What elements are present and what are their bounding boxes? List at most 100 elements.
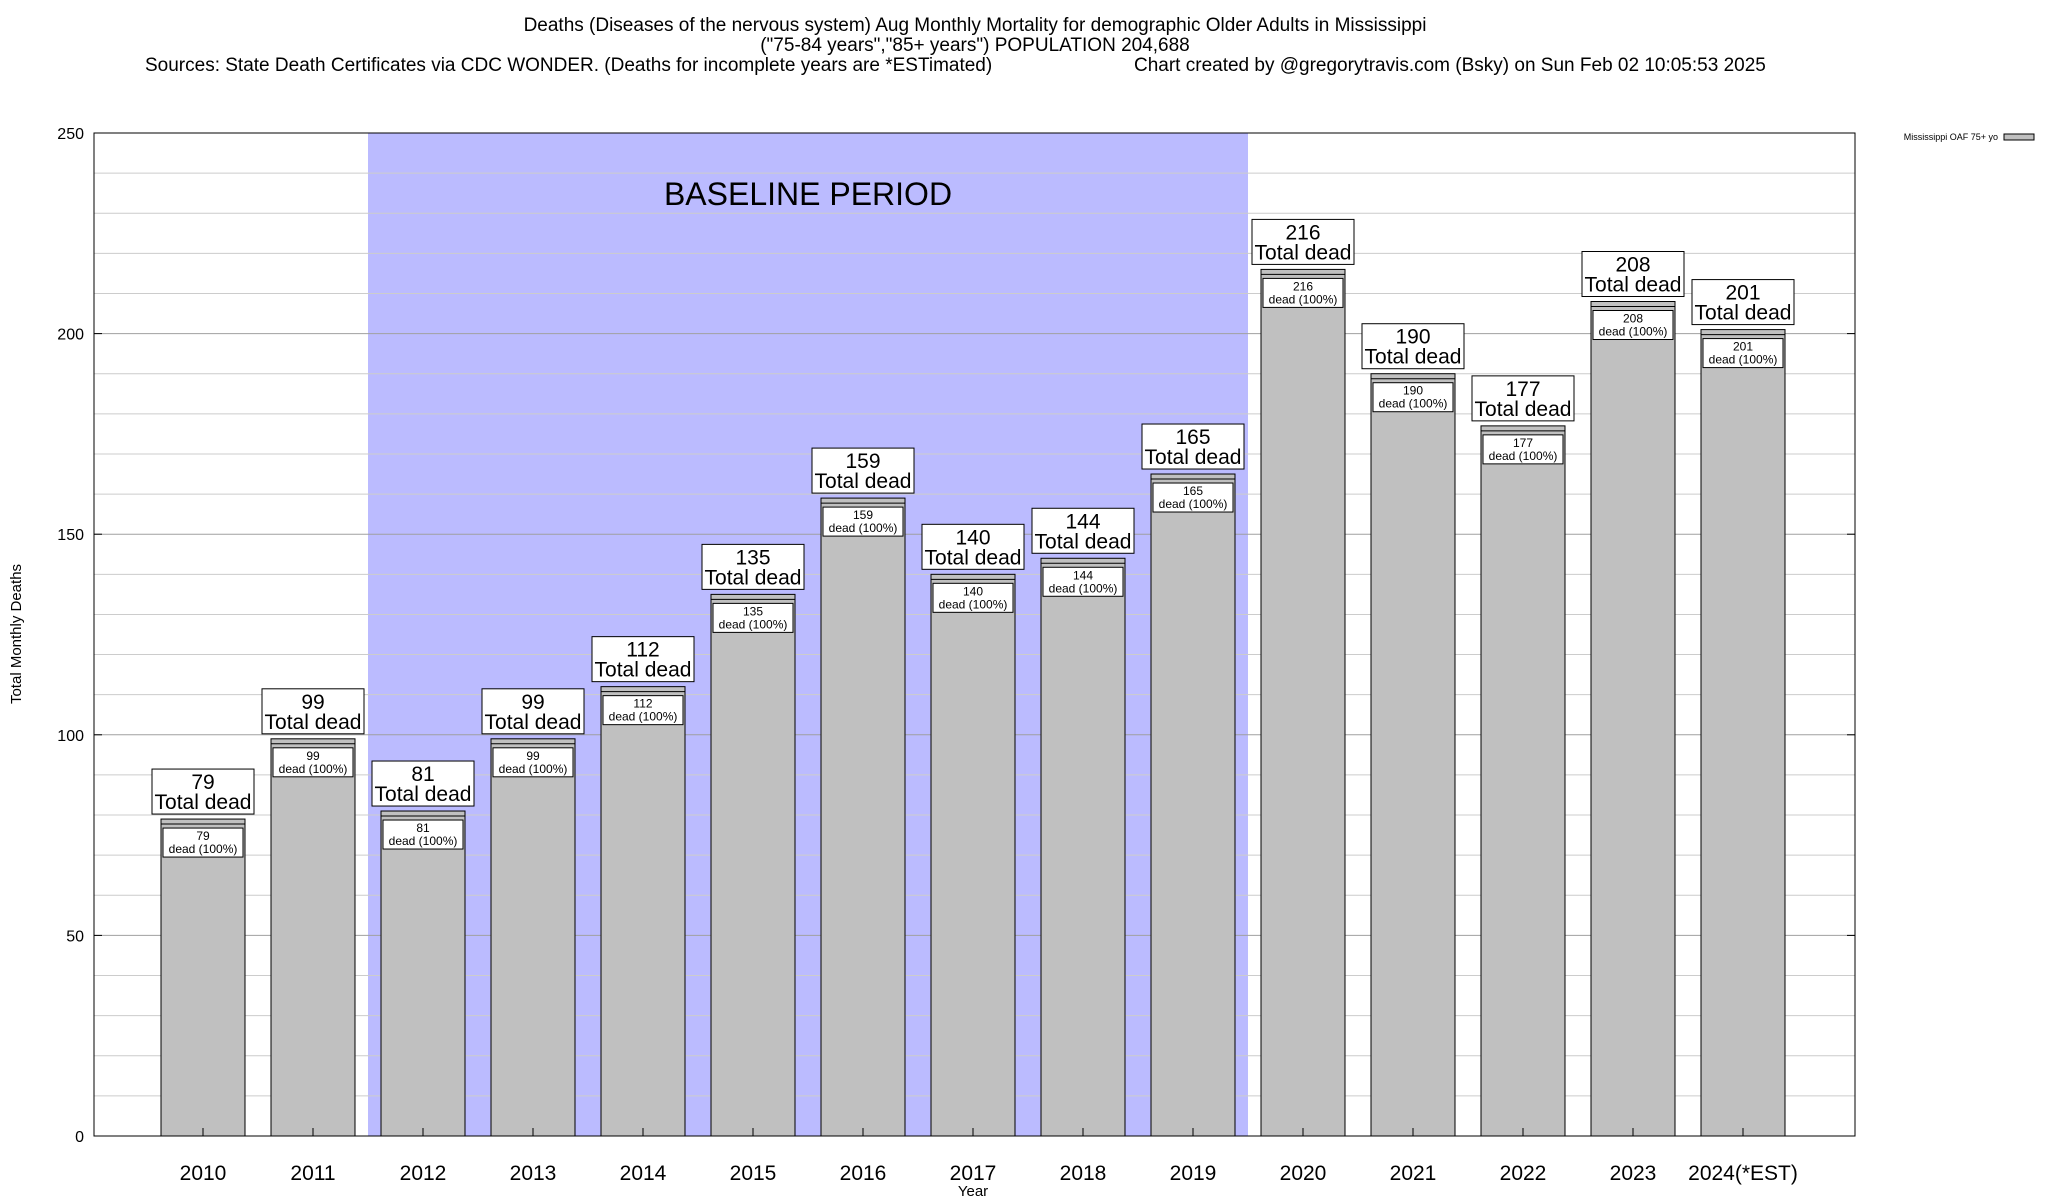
bar-2011: [270, 738, 356, 1137]
chart-subtitle: ("75-84 years","85+ years") POPULATION 2…: [760, 35, 1190, 56]
x-tick-label: 2020: [1280, 1162, 1327, 1185]
total-label-suffix: Total dead: [1365, 346, 1462, 369]
inner-label-suffix: dead (100%): [719, 617, 788, 631]
total-label-count: 159: [845, 450, 880, 473]
inner-label-count: 99: [526, 749, 540, 763]
baseline-period-label: BASELINE PERIOD: [664, 176, 952, 212]
y-tick-label: 150: [57, 527, 84, 544]
inner-label-count: 144: [1073, 568, 1093, 582]
inner-label-suffix: dead (100%): [939, 597, 1008, 611]
x-tick-label: 2010: [180, 1162, 227, 1185]
x-tick-label: 2013: [510, 1162, 557, 1185]
inner-label-box: [272, 747, 354, 778]
total-label-count: 216: [1285, 221, 1320, 244]
inner-label-count: 112: [633, 697, 652, 711]
bar-2017: [930, 573, 1016, 1137]
x-tick-label: 2016: [840, 1162, 887, 1185]
total-label-count: 201: [1725, 282, 1760, 305]
total-label-suffix: Total dead: [375, 783, 472, 806]
inner-label-count: 79: [196, 829, 210, 843]
inner-label-count: 99: [306, 749, 320, 763]
inner-label-suffix: dead (100%): [1269, 292, 1338, 306]
inner-label-box: [1482, 434, 1564, 465]
bar-2014: [600, 686, 686, 1137]
bars-layer: [160, 268, 1786, 1137]
inner-label-box: [1042, 566, 1124, 597]
axes-layer: 0 50 100 150 200 250 2010 2011 2012 2013 2014 2015 2…: [57, 126, 1856, 1185]
legend-label: Mississippi OAF 75+ yo: [1904, 132, 1998, 142]
inner-label-box: [1372, 382, 1454, 413]
inner-label-box: [712, 602, 794, 633]
inner-label-box: [1262, 277, 1344, 308]
bar-2024(*EST): [1700, 329, 1786, 1137]
total-label-suffix: Total dead: [265, 711, 362, 734]
bar-2021: [1370, 373, 1456, 1137]
bar-2010: [160, 818, 246, 1137]
total-label-suffix: Total dead: [815, 470, 912, 493]
inner-label-count: 159: [853, 508, 873, 522]
x-tick-label: 2017: [950, 1162, 997, 1185]
inner-label-suffix: dead (100%): [1159, 497, 1228, 511]
inner-label-box: [1702, 338, 1784, 369]
inner-label-count: 177: [1513, 436, 1533, 450]
x-tick-label: 2021: [1390, 1162, 1437, 1185]
chart-title: Deaths (Diseases of the nervous system) …: [524, 15, 1427, 36]
inner-label-box: [492, 747, 574, 778]
inner-label-suffix: dead (100%): [1379, 397, 1448, 411]
inner-label-box: [382, 819, 464, 850]
inner-label-count: 81: [416, 821, 430, 835]
total-label-count: 81: [411, 763, 434, 786]
total-label-box: [1361, 323, 1465, 370]
bar-2019: [1150, 473, 1236, 1137]
total-label-suffix: Total dead: [1475, 398, 1572, 421]
x-tick-label: 2022: [1500, 1162, 1547, 1185]
bar-2015: [710, 593, 796, 1137]
bar-2012: [380, 810, 466, 1137]
chart-titles: Deaths (Diseases of the nervous system) …: [145, 15, 1766, 76]
total-label-count: 135: [735, 546, 770, 569]
bar-2022: [1480, 425, 1566, 1137]
total-label-count: 165: [1175, 426, 1210, 449]
x-tick-label: 2024(*EST): [1688, 1162, 1798, 1185]
total-label-box: [371, 760, 475, 807]
bar-2020: [1260, 268, 1346, 1137]
x-axis-label: Year: [958, 1183, 988, 1200]
bar-2018: [1040, 557, 1126, 1137]
total-label-suffix: Total dead: [705, 566, 802, 589]
total-label-suffix: Total dead: [595, 659, 692, 682]
inner-label-count: 165: [1183, 484, 1203, 498]
total-label-count: 99: [521, 691, 544, 714]
inner-label-count: 135: [743, 604, 763, 618]
total-label-count: 112: [626, 639, 659, 662]
x-tick-label: 2015: [730, 1162, 777, 1185]
x-tick-label: 2023: [1610, 1162, 1657, 1185]
inner-label-suffix: dead (100%): [169, 842, 238, 856]
total-label-suffix: Total dead: [155, 791, 252, 814]
x-tick-label: 2014: [620, 1162, 667, 1185]
legend-swatch: [2003, 133, 2035, 141]
total-label-suffix: Total dead: [1255, 241, 1352, 264]
inner-label-box: [602, 695, 684, 726]
total-label-box: [1691, 279, 1795, 326]
inner-label-suffix: dead (100%): [609, 710, 678, 724]
inner-label-count: 216: [1293, 279, 1313, 293]
y-tick-label: 0: [75, 1129, 84, 1146]
y-tick-label: 100: [57, 728, 84, 745]
inner-label-suffix: dead (100%): [389, 834, 458, 848]
total-label-box: [811, 447, 915, 494]
inner-label-count: 208: [1623, 312, 1643, 326]
inner-label-suffix: dead (100%): [1709, 353, 1778, 367]
inner-label-suffix: dead (100%): [499, 762, 568, 776]
total-label-suffix: Total dead: [1035, 530, 1132, 553]
total-label-box: [1141, 423, 1245, 470]
plot-frame: [93, 132, 1856, 1137]
total-label-suffix: Total dead: [1695, 302, 1792, 325]
inner-label-count: 201: [1733, 340, 1753, 354]
total-label-count: 99: [301, 691, 324, 714]
inner-label-suffix: dead (100%): [279, 762, 348, 776]
y-axis-label: Total Monthly Deaths: [8, 564, 25, 704]
total-label-box: [591, 636, 695, 683]
inner-label-suffix: dead (100%): [1489, 449, 1558, 463]
total-label-box: [1471, 375, 1575, 422]
